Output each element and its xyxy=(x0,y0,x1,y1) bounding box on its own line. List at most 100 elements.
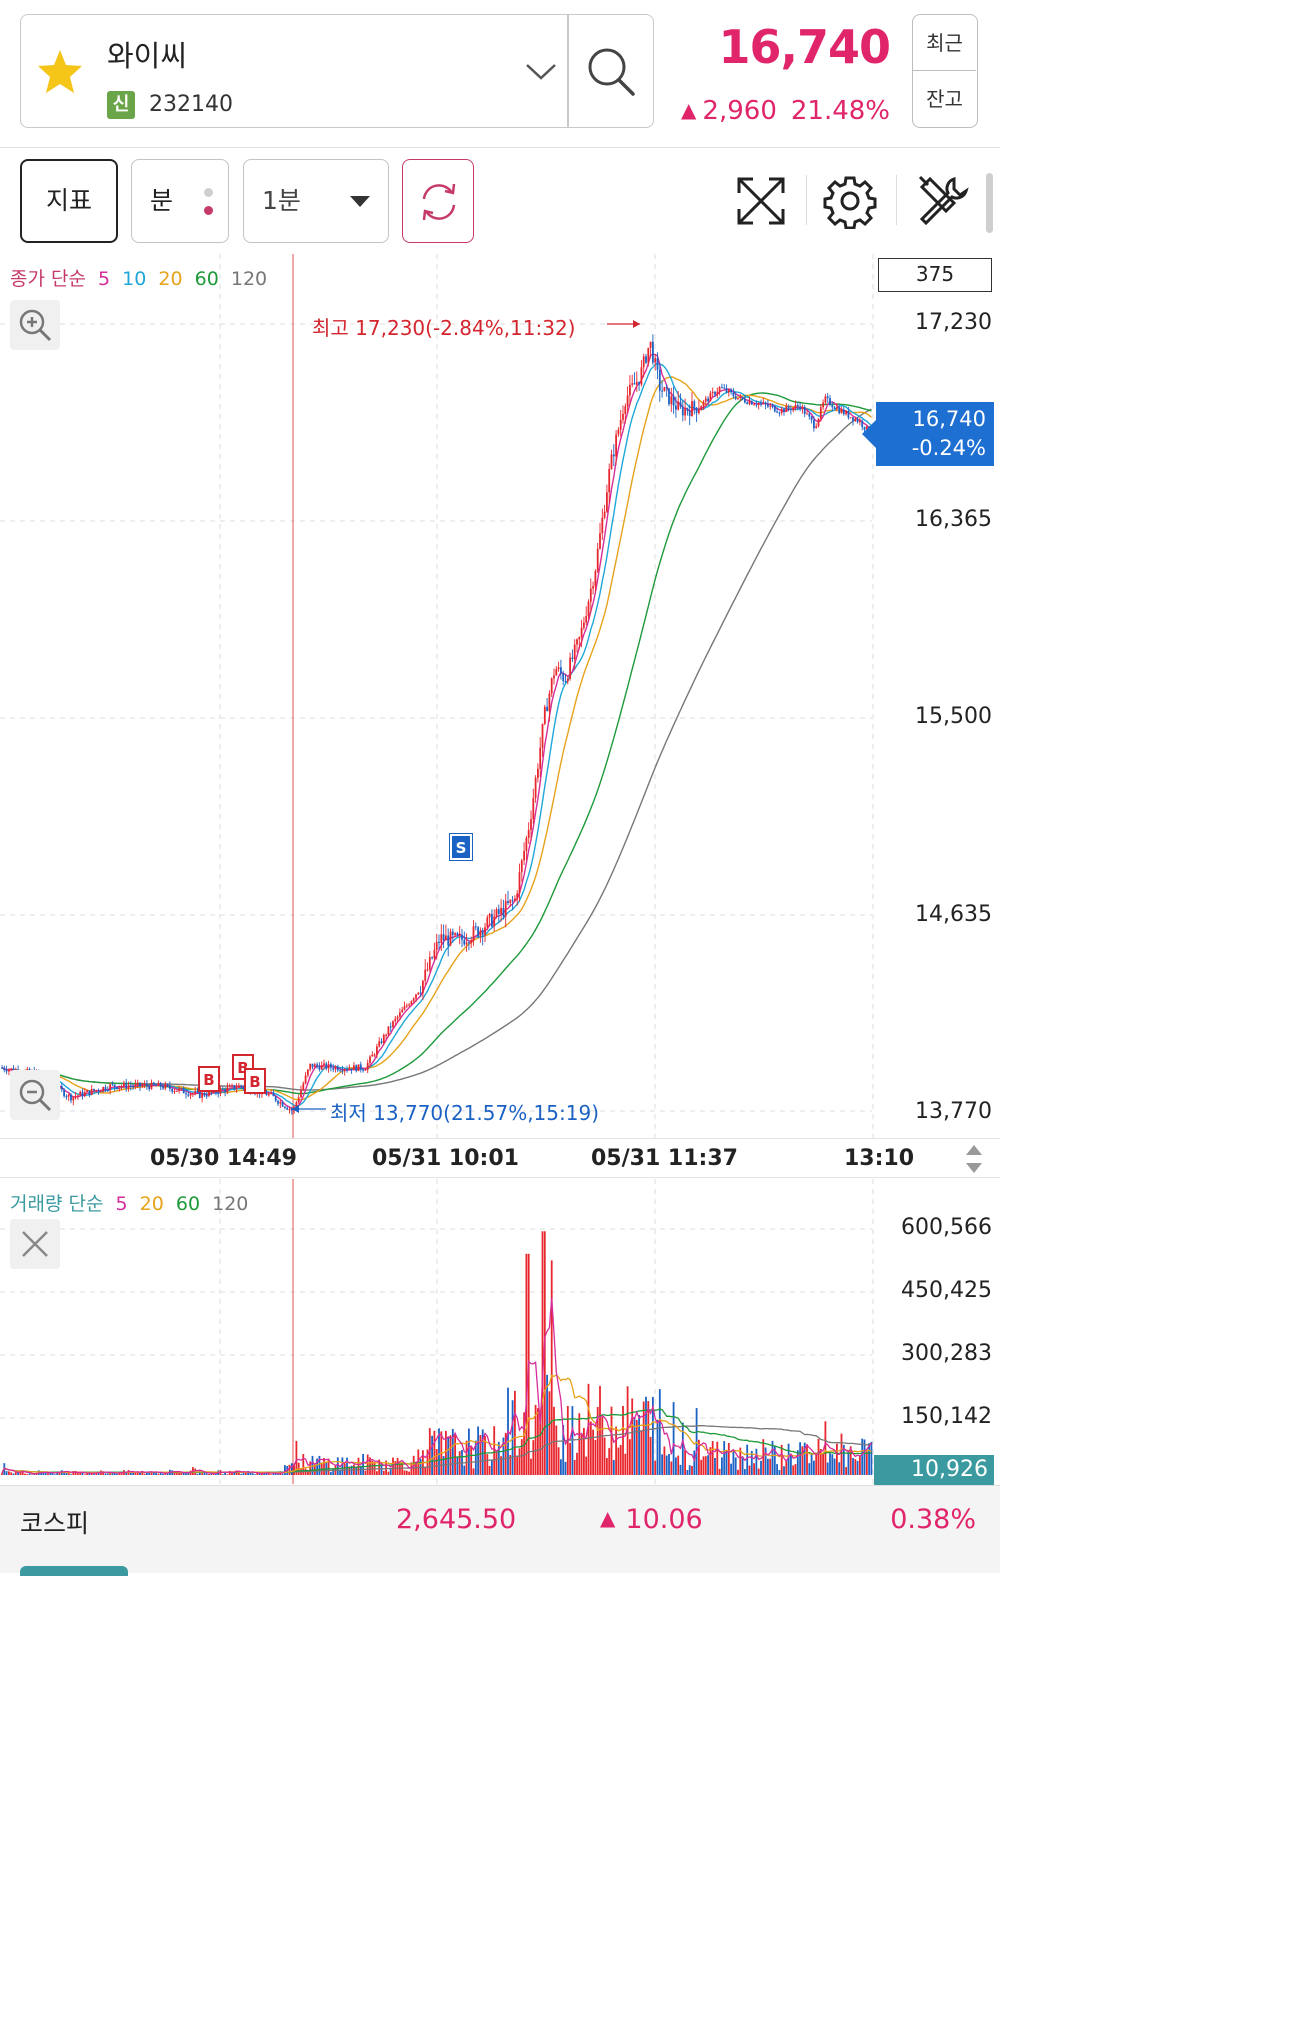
index-name: 코스피 xyxy=(20,1509,90,1538)
candle-body xyxy=(856,419,859,423)
volume-bar xyxy=(670,1461,673,1475)
search-button[interactable] xyxy=(569,15,653,127)
volume-bar xyxy=(718,1468,721,1475)
chevron-down-icon[interactable] xyxy=(521,51,561,91)
close-volume-button[interactable] xyxy=(10,1219,60,1269)
candle-body xyxy=(583,622,585,628)
volume-bar xyxy=(707,1455,709,1475)
volume-bar xyxy=(332,1468,335,1475)
current-price-tag-pct: -0.24% xyxy=(911,436,986,460)
volume-bar xyxy=(79,1472,82,1475)
gear-icon[interactable] xyxy=(822,173,878,229)
price-chart[interactable]: 종가 단순 5 10 20 60 120 375 17,230 16,365 1… xyxy=(0,254,1000,1138)
candle-body xyxy=(311,1063,314,1068)
candle-body xyxy=(815,426,818,429)
candle-body xyxy=(603,511,606,518)
volume-bar xyxy=(157,1473,160,1475)
interval-select[interactable]: 1분 xyxy=(243,159,389,243)
recent-button[interactable]: 최근 xyxy=(913,15,976,71)
current-volume-tag: 10,926 xyxy=(874,1455,994,1485)
volume-bar xyxy=(405,1470,408,1475)
candle-body xyxy=(596,548,599,571)
volume-bar xyxy=(173,1471,176,1475)
favorite-star-icon[interactable] xyxy=(35,47,85,97)
indicator-button[interactable]: 지표 xyxy=(20,159,118,243)
volume-bar xyxy=(198,1471,201,1475)
zoom-out-button[interactable] xyxy=(10,1070,60,1120)
time-axis[interactable]: 05/30 14:49 05/31 10:01 05/31 11:37 13:1… xyxy=(0,1138,1000,1178)
candle-count[interactable]: 375 xyxy=(878,258,992,292)
zoom-in-button[interactable] xyxy=(10,300,60,350)
candle-body xyxy=(382,1034,385,1043)
volume-bar xyxy=(205,1473,208,1475)
balance-button[interactable]: 잔고 xyxy=(926,87,963,111)
candle-body xyxy=(534,777,537,798)
volume-bar xyxy=(541,1231,544,1475)
volume-chart-canvas[interactable] xyxy=(0,1179,1000,1484)
candle-body xyxy=(341,1070,344,1072)
volume-bar xyxy=(615,1426,617,1475)
volume-bar xyxy=(403,1470,406,1475)
candle-body xyxy=(727,389,730,393)
volume-ma-line-5 xyxy=(1,1297,872,1475)
volume-bar xyxy=(723,1441,726,1475)
candle-body xyxy=(592,586,594,589)
volume-legend[interactable]: 거래량 단순 5 20 60 120 xyxy=(10,1189,254,1216)
volume-chart[interactable]: 거래량 단순 5 20 60 120 600,566 450,425 300,2… xyxy=(0,1179,1000,1485)
candle-body xyxy=(530,819,532,831)
buy-signal[interactable]: B xyxy=(198,1066,220,1092)
volume-bar xyxy=(70,1474,72,1475)
dot-indicator xyxy=(204,188,213,197)
candle-body xyxy=(626,395,629,407)
volume-bar xyxy=(54,1474,56,1475)
candle-body xyxy=(166,1084,169,1086)
volume-bar xyxy=(868,1443,870,1475)
volume-bar xyxy=(433,1430,436,1475)
fullscreen-icon[interactable] xyxy=(733,173,789,229)
volume-bar xyxy=(244,1471,247,1475)
candle-body xyxy=(658,369,661,391)
candle-body xyxy=(619,419,622,430)
index-ticker[interactable]: 코스피 2,645.50 ▲ 10.06 0.38% xyxy=(0,1485,1000,1576)
volume-bar xyxy=(813,1460,815,1475)
volume-bar xyxy=(431,1435,433,1475)
stock-selector[interactable]: 와이씨 신 232140 xyxy=(20,14,654,128)
stock-name[interactable]: 와이씨 xyxy=(107,39,188,73)
candle-body xyxy=(847,411,850,418)
volume-bar xyxy=(748,1465,751,1475)
refresh-button[interactable] xyxy=(402,159,474,243)
candle-body xyxy=(116,1086,118,1089)
sell-signal[interactable]: S xyxy=(449,833,473,861)
candle-body xyxy=(369,1056,371,1063)
candle-body xyxy=(90,1088,93,1095)
volume-bar xyxy=(336,1457,339,1475)
minute-button[interactable]: 분 xyxy=(131,159,229,243)
candle-body xyxy=(348,1068,351,1070)
price-legend[interactable]: 종가 단순 5 10 20 60 120 xyxy=(10,264,273,291)
candle-body xyxy=(155,1084,157,1086)
volume-bar xyxy=(796,1450,799,1475)
volume-bar xyxy=(477,1426,479,1475)
candle-body xyxy=(297,1097,300,1103)
volume-bar xyxy=(509,1455,512,1475)
price-chart-canvas[interactable] xyxy=(0,254,1000,1138)
candle-body xyxy=(219,1088,222,1094)
updown-arrows-icon[interactable] xyxy=(962,1143,986,1175)
volume-bar xyxy=(640,1430,643,1475)
candle-body xyxy=(79,1091,82,1096)
volume-bar xyxy=(716,1441,719,1475)
y-label: 17,230 xyxy=(915,310,992,335)
candle-body xyxy=(679,401,682,407)
candle-body xyxy=(663,387,666,392)
candle-body xyxy=(410,1001,413,1005)
candle-body xyxy=(408,1004,410,1006)
vol-y-label: 600,566 xyxy=(901,1215,992,1240)
candle-body xyxy=(474,926,477,928)
buy-signal[interactable]: B xyxy=(244,1068,266,1094)
candle-body xyxy=(723,387,726,389)
candle-body xyxy=(83,1092,86,1097)
toolbar-scrollbar[interactable] xyxy=(986,173,993,233)
tools-icon[interactable] xyxy=(914,173,970,229)
candle-body xyxy=(353,1065,355,1071)
index-change: ▲ 10.06 xyxy=(600,1504,703,1535)
